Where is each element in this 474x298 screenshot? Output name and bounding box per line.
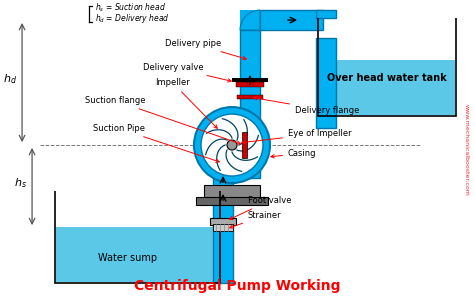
Bar xyxy=(210,218,236,225)
Wedge shape xyxy=(240,10,260,30)
Text: $h_d$: $h_d$ xyxy=(3,73,17,86)
Text: Suction Pipe: Suction Pipe xyxy=(93,124,219,162)
Text: $h_s$: $h_s$ xyxy=(14,176,27,190)
Bar xyxy=(213,224,233,231)
Bar xyxy=(56,227,219,282)
Text: Delivery pipe: Delivery pipe xyxy=(165,39,246,60)
Bar xyxy=(232,78,268,82)
Text: www.mechanicalbooster.com: www.mechanicalbooster.com xyxy=(464,104,468,196)
Bar xyxy=(236,82,264,87)
Text: Centrifugal Pump Working: Centrifugal Pump Working xyxy=(134,279,340,293)
Circle shape xyxy=(227,140,237,150)
Circle shape xyxy=(201,114,263,176)
Bar xyxy=(196,197,268,205)
Text: Eye of Impeller: Eye of Impeller xyxy=(242,129,352,144)
Text: Over head water tank: Over head water tank xyxy=(327,73,447,83)
Bar xyxy=(316,10,336,18)
Text: $h_d$ = Delivery head: $h_d$ = Delivery head xyxy=(95,12,170,24)
Text: Foot valve: Foot valve xyxy=(229,196,292,220)
Text: $h_s$ = Suction head: $h_s$ = Suction head xyxy=(95,2,166,14)
Bar xyxy=(214,232,232,282)
Bar xyxy=(204,185,260,199)
Bar xyxy=(260,10,323,30)
Text: Casing: Casing xyxy=(271,149,317,158)
Bar xyxy=(240,30,260,178)
Text: Suction flange: Suction flange xyxy=(85,96,240,144)
Text: Impeller: Impeller xyxy=(155,78,217,128)
Bar xyxy=(319,60,455,115)
Text: Delivery flange: Delivery flange xyxy=(254,97,359,115)
Bar xyxy=(316,38,336,128)
Bar xyxy=(240,10,260,30)
Bar xyxy=(242,132,247,158)
Bar xyxy=(213,135,220,155)
Text: Water sump: Water sump xyxy=(98,253,157,263)
Circle shape xyxy=(194,107,270,183)
Bar xyxy=(213,178,233,283)
Text: Delivery valve: Delivery valve xyxy=(143,63,231,82)
Bar xyxy=(237,95,263,99)
Text: Strainer: Strainer xyxy=(229,211,282,228)
